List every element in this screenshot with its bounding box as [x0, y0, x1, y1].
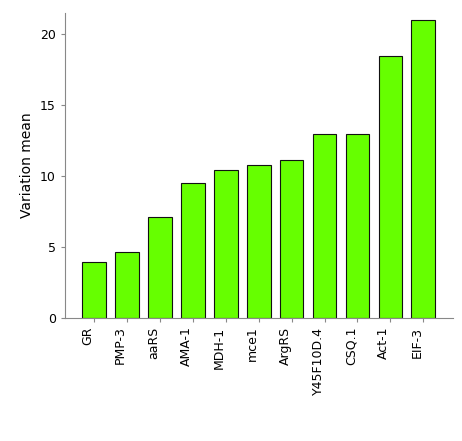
Bar [214, 170, 237, 318]
Bar [313, 134, 336, 318]
Bar [148, 217, 172, 318]
Bar [412, 20, 435, 318]
Bar [280, 161, 304, 318]
Bar [181, 183, 205, 318]
Y-axis label: Variation mean: Variation mean [20, 112, 34, 218]
Bar [378, 56, 402, 318]
Bar [115, 252, 139, 318]
Bar [247, 164, 271, 318]
Bar [346, 134, 369, 318]
Bar [82, 262, 106, 318]
